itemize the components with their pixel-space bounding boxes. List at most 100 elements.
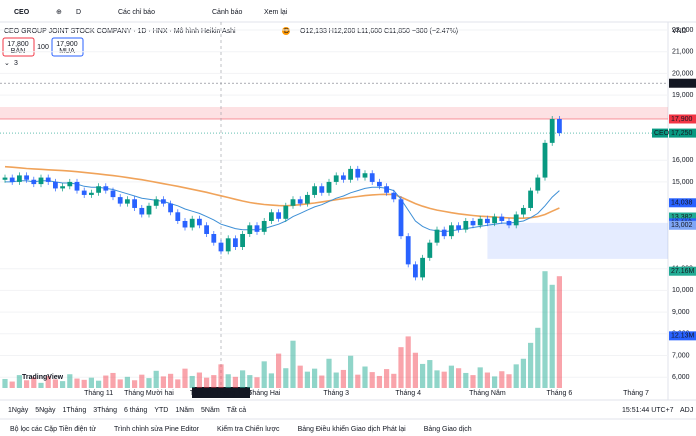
volume-bar [132, 380, 138, 388]
candle-body [326, 181, 332, 193]
footer-tab[interactable]: Bộ lọc các Cặp Tiền điện tử [10, 424, 96, 433]
volume-bar [513, 364, 519, 388]
collapse[interactable]: ⌄ [4, 60, 10, 67]
candle-body [60, 186, 65, 189]
volume-label: 12.13M [671, 333, 695, 340]
price-label-box [669, 114, 696, 124]
volume-bar [470, 375, 476, 388]
volume-bar [420, 363, 426, 388]
volume-bar [362, 366, 368, 388]
alerts[interactable]: Cảnh báo [212, 9, 242, 16]
x-tick-label: Tháng Mười hai [124, 390, 174, 397]
sell-price[interactable]: 17,800 [7, 41, 29, 48]
volume-bar [160, 376, 166, 388]
volume-bar [484, 372, 490, 388]
candle-body [290, 199, 296, 206]
candle-body [96, 186, 101, 193]
y-tick-label: 15,000 [672, 179, 694, 186]
volume-bar [412, 352, 418, 388]
chart: 22,00021,00020,00019,00016,00015,00011,0… [0, 22, 696, 398]
volume-bar [405, 336, 411, 388]
candle-body [333, 175, 339, 182]
volume-bar [304, 371, 310, 388]
x-tick-label: Tháng 6 [547, 390, 573, 397]
range-button[interactable]: Tất cả [227, 405, 247, 414]
buy-price[interactable]: 17,900 [56, 41, 78, 48]
sell-label[interactable]: BÁN [11, 46, 25, 55]
candle-body [405, 236, 411, 265]
volume-bar [549, 284, 555, 388]
range-button[interactable]: 6 tháng [124, 407, 147, 414]
candle-body [233, 238, 238, 248]
x-tick-label: Tháng 11 [84, 390, 113, 397]
replay[interactable]: Xem lại [264, 9, 288, 16]
volume-bar [492, 376, 498, 388]
legend-title: CEO GROUP JOINT STOCK COMPANY · 1D · HNX… [4, 28, 236, 35]
moving-average [4, 165, 560, 219]
volume-bar [146, 378, 152, 388]
range-button[interactable]: 1Ngày [8, 407, 29, 414]
interval[interactable]: D [76, 9, 81, 16]
candle-body [398, 199, 404, 237]
range-button[interactable]: 3Tháng [93, 407, 117, 414]
footer-tab[interactable]: Bảng Giao dịch [424, 426, 472, 433]
range-button[interactable]: 5Ngày [35, 407, 56, 414]
footer-tab[interactable]: Bảng Điều khiển Giao dịch Phát lại [298, 424, 407, 433]
candle-body [2, 177, 8, 180]
adj[interactable]: ADJ [680, 407, 693, 414]
price-label-box [669, 220, 696, 230]
volume-bar [117, 379, 123, 388]
candle-body [269, 212, 274, 221]
volume-bar [45, 375, 51, 388]
candle-body [557, 118, 562, 134]
footer-tab[interactable]: Kiểm tra Chiến lược [217, 424, 280, 433]
range-button[interactable]: YTD [154, 407, 168, 414]
add-symbol[interactable]: ⊕ [56, 9, 62, 16]
candle-body [384, 186, 389, 193]
footer-tab[interactable]: Trình chỉnh sửa Pine Editor [114, 425, 200, 433]
price-label-box [669, 78, 696, 88]
y-tick-label: 20,000 [672, 70, 694, 77]
x-tick-label: Tháng 3 [323, 390, 349, 397]
volume-bar [67, 374, 73, 388]
volume-bar [283, 368, 289, 388]
volume-bar [153, 370, 159, 388]
volume-bar [247, 375, 253, 388]
range-button[interactable]: 5Năm [201, 407, 220, 414]
volume-bar [204, 377, 210, 388]
volume-bar [31, 377, 37, 388]
candle-body [74, 181, 80, 191]
candle-body [341, 175, 346, 180]
crosshair-time-box [192, 387, 250, 398]
candle-body [161, 199, 166, 204]
volume-bar [499, 371, 505, 388]
watermark: TradingView [22, 374, 64, 381]
collapsed-count[interactable]: 3 [14, 60, 18, 67]
volume-bar [96, 380, 102, 388]
y-tick-label: 21,000 [672, 49, 694, 56]
currency[interactable]: VND [672, 28, 687, 35]
volume-bar [38, 382, 44, 388]
volume-bar [391, 373, 397, 388]
y-tick-label: 9,000 [672, 309, 690, 316]
badge-dot [282, 27, 290, 35]
qty[interactable]: 100 [37, 44, 49, 51]
range-button[interactable]: 1Năm [175, 407, 194, 414]
volume-bar [297, 365, 303, 388]
symbol[interactable]: CEO [14, 9, 30, 16]
tag-box [652, 128, 668, 138]
candle-body [535, 177, 541, 191]
volume-bar [290, 340, 296, 388]
volume-bar [506, 374, 512, 388]
price-label: 17,250 [671, 130, 693, 137]
indicators[interactable]: Các chỉ báo [118, 8, 155, 16]
candle-body [362, 173, 368, 178]
range-button[interactable]: 1Tháng [62, 407, 86, 414]
candle-body [348, 168, 353, 180]
candle-body [283, 205, 289, 219]
candle-body [492, 216, 497, 224]
volume-bar [196, 372, 202, 388]
price-label-box [669, 198, 696, 208]
volume-bar [477, 367, 483, 388]
candle-body [17, 175, 22, 182]
